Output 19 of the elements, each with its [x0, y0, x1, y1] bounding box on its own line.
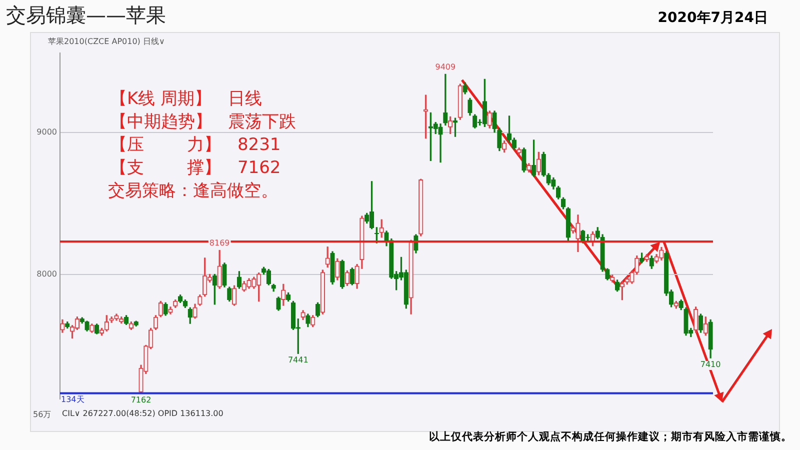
annotation: 134天 [61, 394, 84, 405]
annotation: 【中期趋势】 震荡下跌 [110, 111, 296, 134]
annotation: 9409 [435, 62, 456, 72]
y-tick-label: 8000 [36, 269, 57, 278]
annotation: 8169 [209, 238, 230, 248]
annotation: 【K线 周期】 日线 [110, 88, 263, 111]
chart-title: 交易锦囊——苹果 [6, 2, 166, 29]
chart-subtitle: 2020年7月24日 [658, 9, 768, 27]
annotation: 7410 [700, 360, 721, 370]
text: 56万 [33, 409, 52, 420]
annotation: 7441 [288, 356, 308, 365]
annotation: 【支 撑】 7162 [110, 157, 282, 180]
annotation: 交易策略：逢高做空。 [108, 180, 279, 203]
text: 苹果2010(CZCE AP010) 日线∨ [48, 36, 165, 47]
y-tick-label: 9000 [36, 127, 57, 136]
text: CIL∨ 267227.00(48:52) OPID 136113.00 [62, 409, 224, 418]
text: 以上仅代表分析师个人观点不构成任何操作建议；期市有风险入市需谨慎。 [429, 430, 792, 444]
annotation: 【压 力】 8231 [110, 134, 282, 157]
annotation: 7162 [130, 395, 152, 404]
